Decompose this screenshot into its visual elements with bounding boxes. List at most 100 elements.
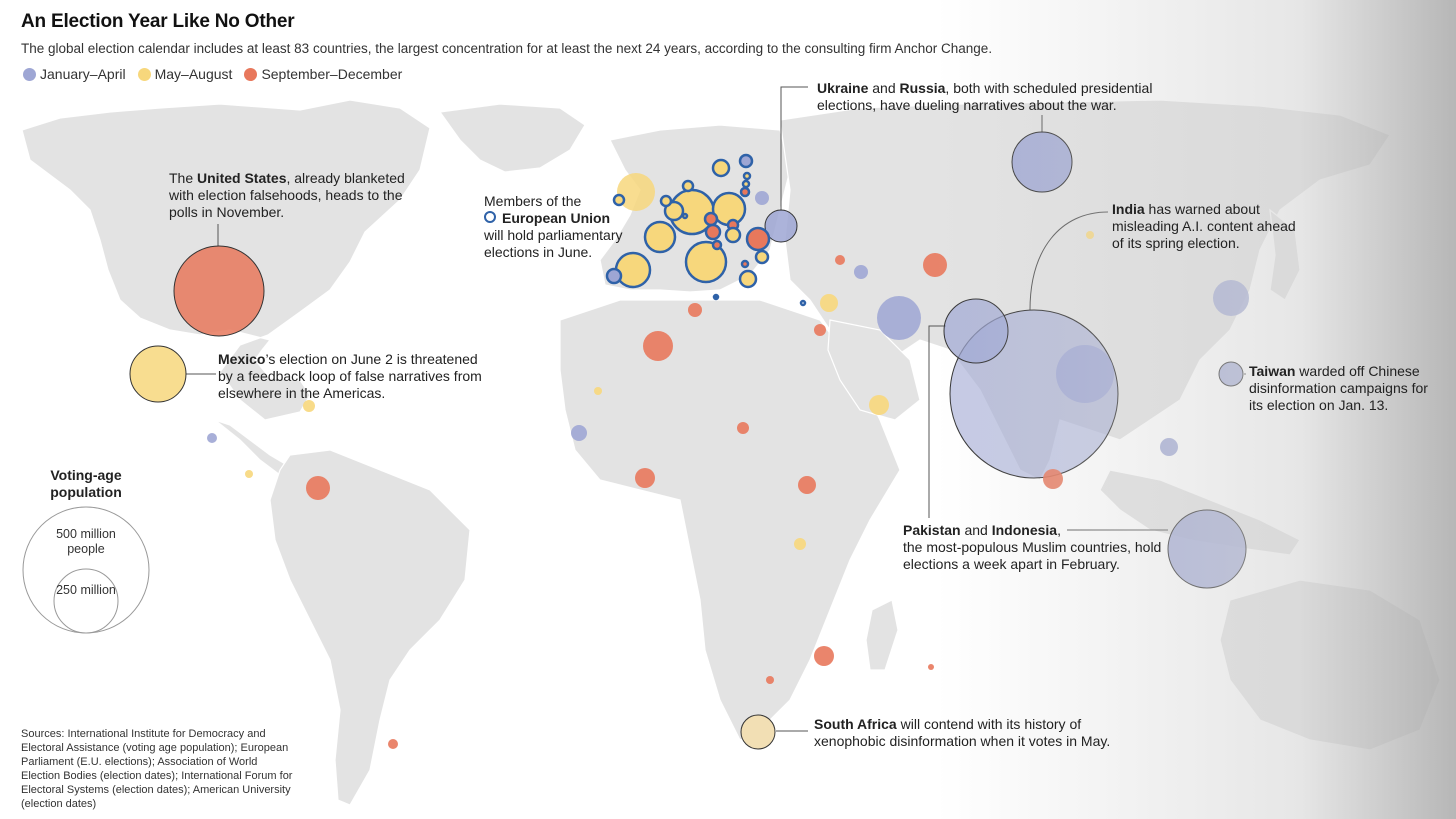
bubble-mali xyxy=(594,387,602,395)
eu-bubble-lithuania xyxy=(739,186,751,198)
bubble-united-states xyxy=(173,245,265,337)
eu-bubble-portugal xyxy=(605,267,623,285)
bubble-ghana xyxy=(635,468,655,488)
annotation-ukraine-bold: Ukraine xyxy=(817,80,869,96)
bubble-south-africa xyxy=(740,714,776,750)
eu-bubble-netherlands xyxy=(663,200,685,222)
annotation-pakistan-bold: Pakistan xyxy=(903,522,961,538)
bubble-botswana xyxy=(766,676,774,684)
eu-bubble-hungary xyxy=(724,226,742,244)
annotation-pakistan-indonesia-mid: and xyxy=(960,522,992,538)
eu-bubble-spain xyxy=(643,220,677,254)
pakistan-leader xyxy=(928,325,946,518)
annotation-indonesia-bold: Indonesia xyxy=(991,522,1058,538)
bubble-pakistan xyxy=(943,298,1009,364)
legend-dot-jan-apr xyxy=(23,67,36,81)
eu-bubble-romania xyxy=(745,226,771,252)
annotation-ukraine-russia-post: , both with scheduled presidential elect… xyxy=(817,80,1153,113)
annotation-ukraine-russia: Ukraine and Russia, both with scheduled … xyxy=(817,80,1162,114)
eu-bubble-malta xyxy=(712,293,720,301)
annotation-us: The United States, already blanketed wit… xyxy=(169,170,414,221)
size-legend-large-label: 500 million people xyxy=(56,527,116,556)
annotation-pakistan-indonesia-post1: , xyxy=(1057,522,1061,538)
size-legend-title: Voting-age population xyxy=(50,467,122,500)
bubble-uzbekistan xyxy=(923,253,947,277)
ukraine-leader xyxy=(780,86,808,211)
bubble-chad xyxy=(737,422,749,434)
bubble-taiwan xyxy=(1218,361,1244,387)
eu-bubble-luxembourg xyxy=(681,212,689,220)
bubble-mongolia xyxy=(1086,231,1094,239)
legend-item-may-aug: May–August xyxy=(137,66,233,82)
eu-bubble-austria xyxy=(704,223,722,241)
eu-bubble-bulgaria xyxy=(754,249,770,265)
annotation-us-bold: United States xyxy=(197,170,287,186)
annotation-south-africa-post: will contend with its history of xenopho… xyxy=(814,716,1111,749)
annotation-eu-bold-line: European Union xyxy=(484,210,634,227)
page-subtitle: The global election calendar includes at… xyxy=(21,41,993,56)
sources-note: Sources: International Institute for Dem… xyxy=(21,728,293,810)
bubble-somalia xyxy=(869,395,889,415)
eu-bubble-cyprus xyxy=(799,299,807,307)
eu-bubble-sweden xyxy=(711,158,731,178)
bubble-venezuela xyxy=(306,476,330,500)
annotation-eu-post: will hold parliamentary elections in Jun… xyxy=(484,227,623,260)
bubble-mauritius xyxy=(928,664,934,670)
size-legend-small-label: 250 million xyxy=(56,583,116,597)
eu-bubble-slovenia xyxy=(740,259,750,269)
bubble-azerbaijan xyxy=(835,255,845,265)
bubble-iceland xyxy=(617,173,655,211)
bubble-tunisia xyxy=(688,303,702,317)
annotation-south-africa: South Africa will contend with its histo… xyxy=(814,716,1119,750)
australia-landmass xyxy=(1219,579,1441,751)
eu-bubble-italy xyxy=(684,240,728,284)
annotation-taiwan-bold: Taiwan xyxy=(1249,363,1296,379)
bubble-south-korea xyxy=(1213,280,1249,316)
bubble-south-sudan xyxy=(798,476,816,494)
annotation-mexico-post: ’s election on June 2 is threatened by a… xyxy=(218,351,482,401)
annotation-taiwan: Taiwan warded off Chinese disinformation… xyxy=(1249,363,1429,414)
bubble-cambodia xyxy=(1160,438,1178,456)
size-legend-large-circle xyxy=(22,506,150,634)
africa-landmass xyxy=(559,299,901,741)
annotation-taiwan-post: warded off Chinese disinformation campai… xyxy=(1249,363,1428,413)
south-america-landmass xyxy=(269,449,471,806)
annotation-pakistan-indonesia: Pakistan and Indonesia, the most-populou… xyxy=(903,522,1163,573)
legend-item-jan-apr: January–April xyxy=(23,66,126,82)
annotation-us-pre: The xyxy=(169,170,198,186)
eu-bubble-czechia xyxy=(703,211,719,227)
bubble-mozambique xyxy=(814,646,834,666)
annotation-mexico-bold: Mexico xyxy=(218,351,266,367)
size-legend-circles xyxy=(22,506,150,634)
eu-bubble-denmark xyxy=(681,179,695,193)
annotation-us-post: , already blanketed with election falseh… xyxy=(169,170,405,220)
eu-bubble-estonia xyxy=(742,171,752,181)
greenland-landmass xyxy=(438,103,586,173)
legend-label-may-aug: May–August xyxy=(154,66,233,82)
eu-bubble-finland xyxy=(738,153,754,169)
bubble-belarus xyxy=(755,191,769,205)
annotation-india-bold: India xyxy=(1112,201,1145,217)
bubble-bangladesh xyxy=(1056,345,1114,403)
legend-label-jan-apr: January–April xyxy=(40,66,126,82)
bubble-ukraine xyxy=(764,209,798,243)
eu-bubble-croatia xyxy=(711,239,723,251)
bubble-uruguay xyxy=(388,739,398,749)
annotation-pakistan-indonesia-post2: the most-populous Muslim countries, hold… xyxy=(903,539,1162,572)
bubble-panama xyxy=(245,470,253,478)
bubble-senegal xyxy=(571,425,587,441)
bubble-indonesia xyxy=(1167,509,1247,589)
annotation-eu-pre: Members of the xyxy=(484,193,582,209)
annotation-russia-bold: Russia xyxy=(899,80,946,96)
madagascar-landmass xyxy=(865,599,899,671)
bubble-el-salvador xyxy=(207,433,217,443)
legend-item-sep-dec: September–December xyxy=(244,66,402,82)
bubble-egypt xyxy=(814,324,826,336)
legend-dot-may-aug xyxy=(137,67,151,81)
annotation-india-post: has warned about misleading A.I. content… xyxy=(1112,201,1296,251)
legend-label-sep-dec: September–December xyxy=(261,66,403,82)
eu-bubble-latvia xyxy=(741,179,751,189)
bubble-iran xyxy=(877,296,921,340)
eu-bubbles xyxy=(605,153,807,307)
